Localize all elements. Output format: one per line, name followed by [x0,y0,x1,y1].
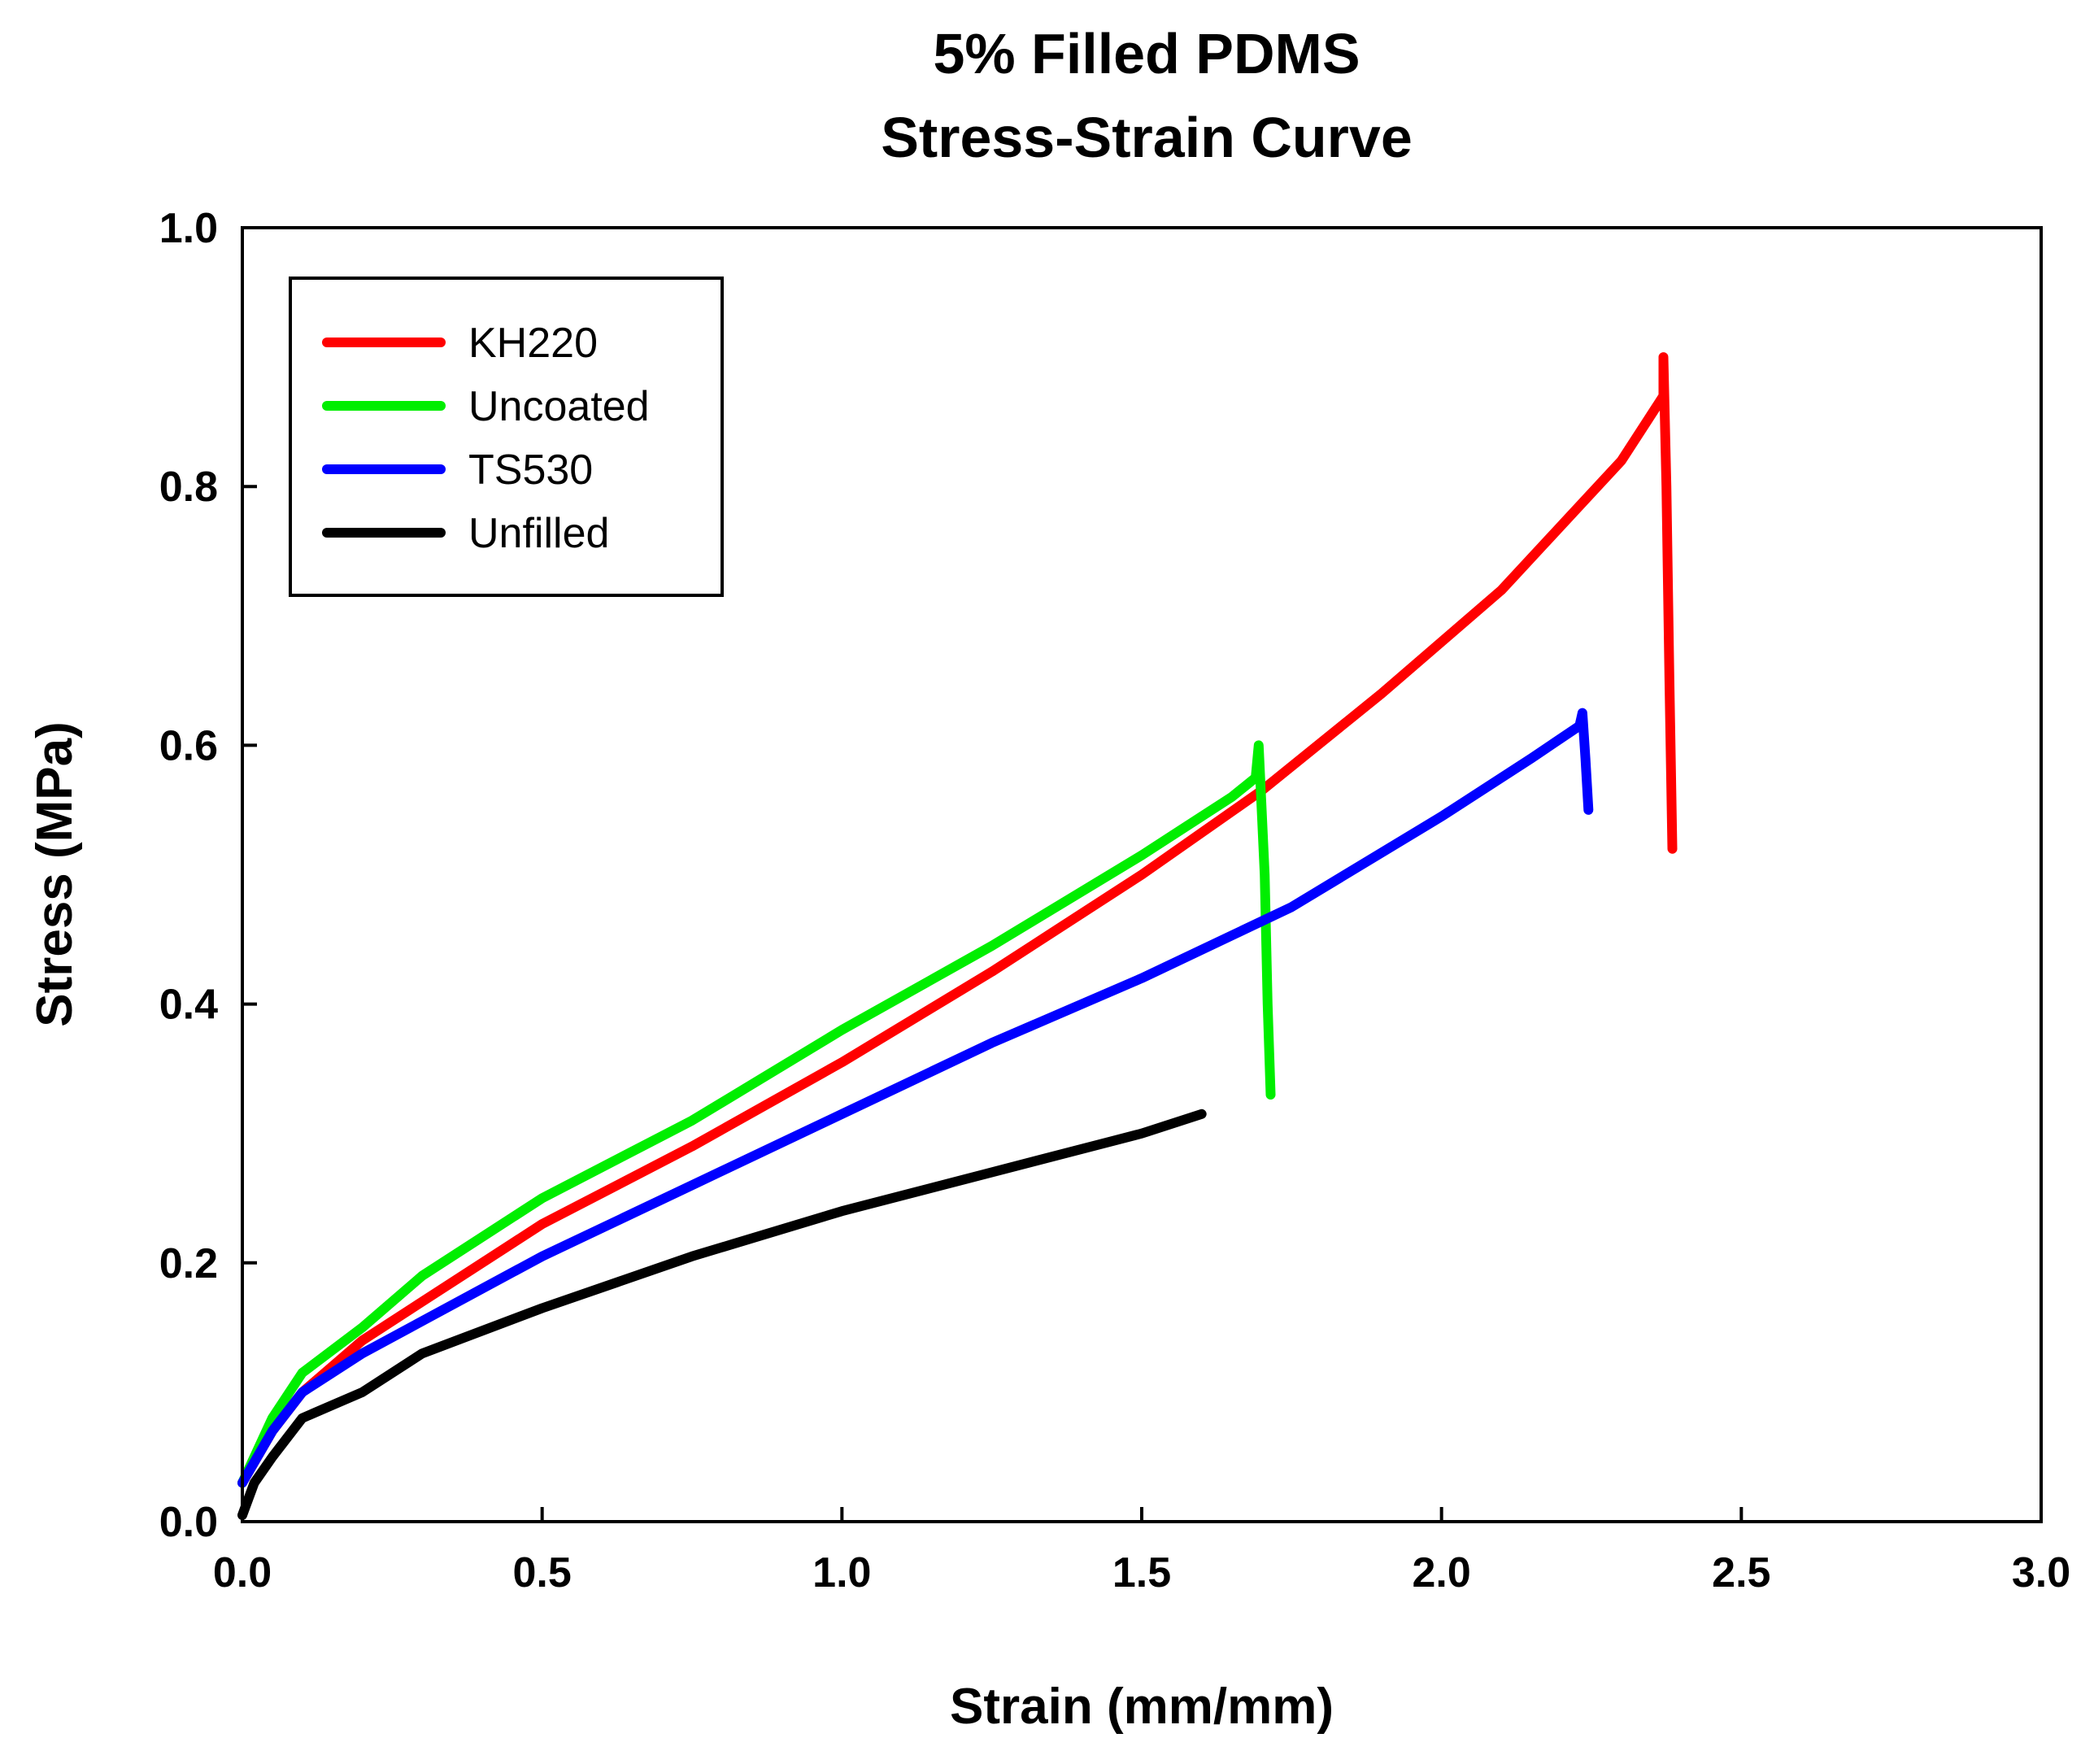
y-tick-label: 0.0 [159,1499,218,1546]
x-tick-label: 0.5 [513,1549,572,1596]
series-line-uncoated [237,740,1276,1488]
series-line-unfilled [237,1108,1207,1520]
x-tick-label: 2.0 [1413,1549,1471,1596]
chart-title-line-1: 5% Filled PDMS [933,22,1360,85]
series-line-kh220 [237,352,1678,1488]
x-tick-label: 1.5 [1112,1549,1171,1596]
legend-label-unfilled: Unfilled [468,510,609,557]
x-axis-ticks: 0.0 0.5 1.0 1.5 2.0 2.5 3.0 [213,1507,2070,1596]
legend: KH220 Uncoated TS530 Unfilled [289,277,724,597]
y-axis-title: Stress (MPa) [27,721,83,1027]
y-tick-label: 0.2 [159,1240,218,1287]
chart-title: 5% Filled PDMS Stress-Strain Curve [881,22,1413,169]
legend-label-ts530: TS530 [468,446,593,494]
x-axis-title: Strain (mm/mm) [950,1679,1334,1735]
x-tick-label: 2.5 [1712,1549,1770,1596]
y-tick-label: 0.8 [159,464,218,511]
y-tick-label: 1.0 [159,205,218,252]
x-tick-label: 0.0 [213,1549,272,1596]
x-tick-label: 1.0 [812,1549,871,1596]
y-tick-label: 0.6 [159,722,218,769]
x-tick-label: 3.0 [2012,1549,2070,1596]
series-lines [237,352,1678,1520]
legend-label-kh220: KH220 [468,320,598,367]
legend-label-uncoated: Uncoated [468,383,650,430]
y-tick-label: 0.4 [159,982,218,1029]
legend-box [289,277,724,597]
plot-area-frame [241,226,2043,1523]
chart-title-line-2: Stress-Strain Curve [881,106,1413,169]
series-line-ts530 [237,708,1594,1488]
y-axis-ticks: 0.0 0.2 0.4 0.6 0.8 1.0 [159,205,257,1546]
